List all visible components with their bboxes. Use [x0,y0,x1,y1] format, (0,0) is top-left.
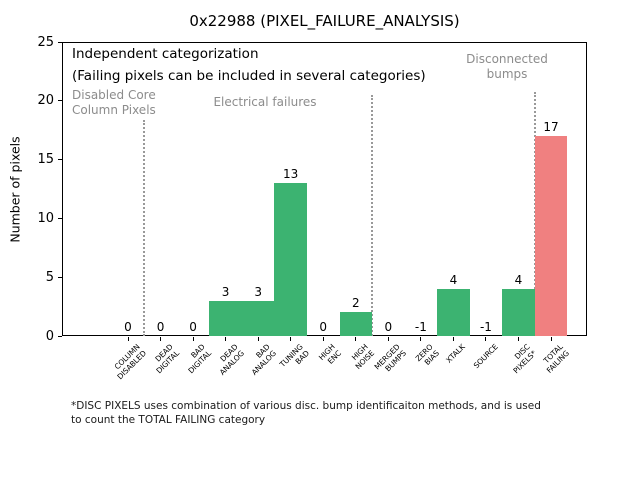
y-tick-label: 0 [45,328,54,344]
bar [209,300,242,336]
annotation-note-line1: Independent categorization [72,46,259,62]
x-tick-mark [420,337,422,341]
bar-value-label: 2 [351,296,360,311]
y-tick-label: 10 [37,210,54,226]
x-tick-mark [452,337,454,341]
y-tick-mark [57,217,62,219]
y-tick-label: 20 [37,93,54,109]
bar-value-label: 0 [384,320,393,334]
bar-value-label: 0 [189,320,197,334]
x-tick-mark [485,337,487,341]
footnote: *DISC PIXELS uses combination of various… [71,400,611,427]
y-tick-label: 25 [37,34,54,50]
group-label-line: Electrical failures [213,95,317,109]
bar-value-label: 13 [283,167,299,182]
bar-value-label: 0 [319,320,328,334]
bar [339,312,373,336]
bar [502,288,535,336]
x-tick-mark [550,337,552,341]
x-tick-mark [355,337,357,341]
bar-value-label: -1 [479,320,492,334]
y-tick-label: 15 [37,152,54,168]
bar-value-label: 17 [543,120,559,135]
x-tick-mark [127,337,129,341]
group-label-line: Disabled Core [72,88,156,102]
group-separator-line [143,120,146,336]
plot-border [62,42,587,336]
x-tick-mark [257,337,259,341]
bar-value-label: 4 [514,272,523,287]
x-tick-mark [387,337,389,341]
x-tick-mark [192,337,194,341]
group-label: Disabled Core Column Pixels [72,88,156,117]
group-label-line: Disconnected [466,52,548,66]
group-label: Disconnected bumps [407,52,607,81]
group-separator-line [371,95,374,336]
group-label-line: Column Pixels [72,102,156,117]
y-tick-mark [57,276,62,278]
footnote-line: to count the TOTAL FAILING category [71,413,266,426]
y-tick-mark [57,335,62,337]
bar-value-label: 0 [156,320,165,334]
y-tick-mark [57,159,62,161]
bar [534,136,568,336]
y-tick-mark [57,41,62,43]
group-label-line: bumps [486,66,528,81]
y-tick-label: 5 [45,269,54,285]
x-tick-mark [322,337,324,341]
bar [274,183,307,336]
x-tick-mark [225,337,227,341]
bar-value-label: 4 [449,272,458,287]
bar-value-label: 3 [254,284,262,299]
bar-value-label: 0 [124,320,132,334]
bar-value-label: -1 [414,320,427,334]
annotation-note-line2: (Failing pixels can be included in sever… [72,68,426,84]
bar [241,300,275,336]
x-tick-mark [160,337,162,341]
chart-title: 0x22988 (PIXEL_FAILURE_ANALYSIS) [189,12,460,30]
bar-value-label: 3 [221,284,230,299]
y-tick-mark [57,100,62,102]
x-tick-mark [290,337,292,341]
group-label: Electrical failures [165,95,365,110]
bar [437,288,470,336]
x-tick-mark [517,337,519,341]
footnote-line: *DISC PIXELS uses combination of various… [71,400,541,412]
